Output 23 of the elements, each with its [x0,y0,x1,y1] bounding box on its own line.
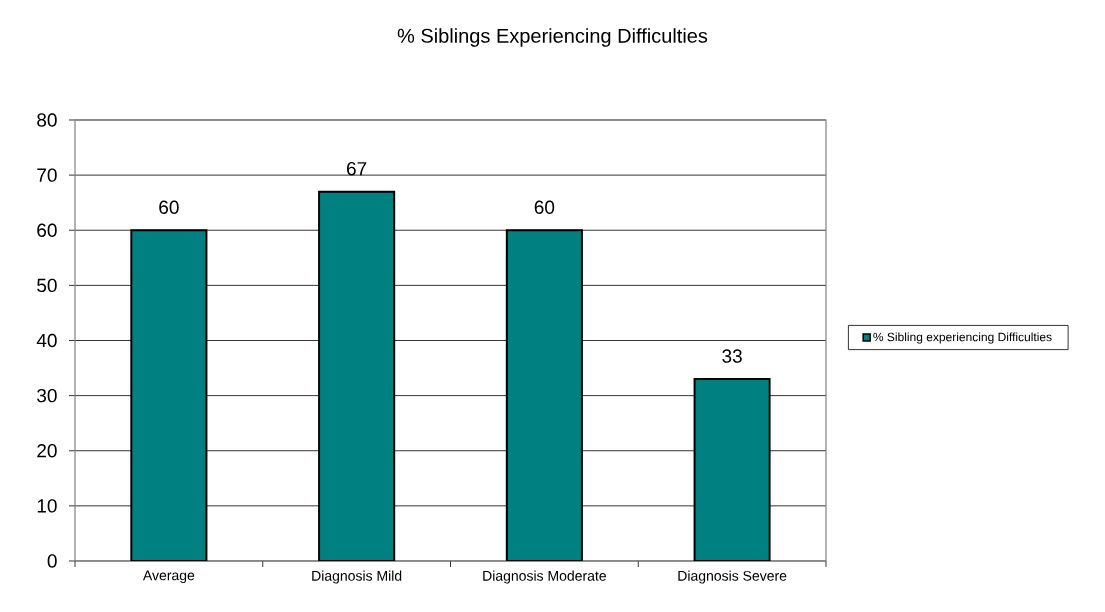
y-tick-label: 30 [37,388,57,403]
bar [505,229,583,561]
data-label: 67 [347,161,367,176]
legend-label: % Sibling experiencing Difficulties [873,332,1052,344]
data-label: 60 [534,200,555,214]
data-label: 33 [722,349,742,363]
x-tick-label: Diagnosis Severe [678,570,787,584]
y-tick-label: 0 [47,554,57,568]
y-tick-label: 60 [37,223,57,237]
x-tick-label: Diagnosis Mild [312,570,402,584]
bar [693,378,771,561]
data-label: 60 [159,200,179,214]
y-tick-label: 50 [37,278,57,293]
chart-title: % Siblings Experiencing Difficulties [397,28,708,47]
y-tick-label: 20 [37,444,57,458]
bar [130,229,208,561]
y-tick-label: 10 [37,499,57,513]
x-tick-label: Average [142,570,195,584]
y-tick-label: 40 [36,333,57,348]
x-tick-label: Diagnosis Moderate [483,570,606,584]
bar [318,190,396,561]
y-tick-label: 80 [37,113,57,127]
y-tick-label: 70 [37,168,57,182]
